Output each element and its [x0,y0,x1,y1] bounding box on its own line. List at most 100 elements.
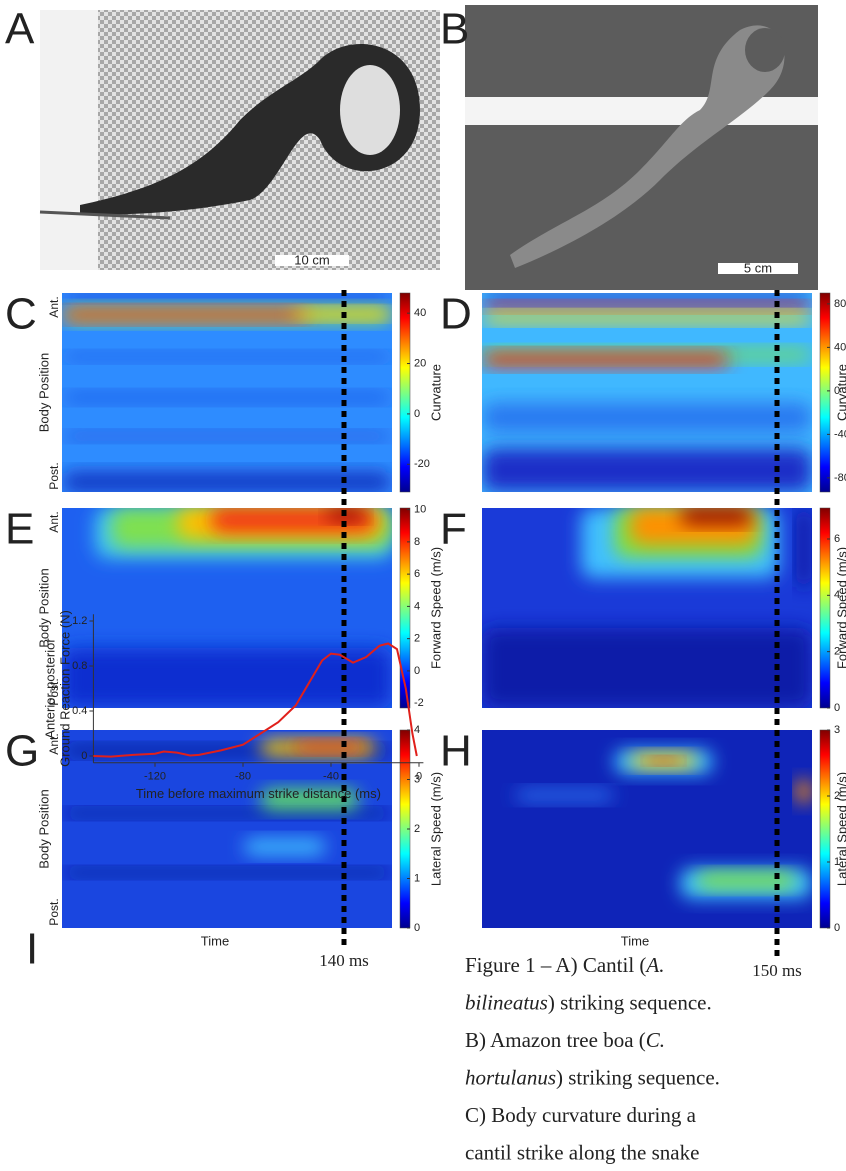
colorbar-tick-label: 3 [414,773,420,785]
colorbar-tick-label: 1 [414,872,420,884]
caption-run: hortulanus [465,1065,556,1089]
colorbar-tick-label: 2 [414,633,420,645]
heatmap-region [62,809,392,818]
colorbar-tick-label: 4 [414,600,420,612]
colorbar-label: Lateral Speed (m/s) [428,772,443,886]
data-line [93,642,418,758]
caption-run: C) Body curvature during a [465,1103,697,1127]
caption-line: Figure 1 – A) Cantil (A. [465,953,664,977]
y-bottom-label: Post. [47,898,61,925]
y-axis-label: Body Position [36,353,51,433]
caption-run: C. [646,1028,665,1052]
x-tick-label: -40 [323,771,339,783]
colorbar [819,292,831,493]
heatmap-region [62,648,392,708]
caption-line: C) Body curvature during a [465,1103,697,1127]
colorbar-tick-label: -2 [414,697,424,709]
x-axis-label: Time before maximum strike distance (ms) [136,786,381,801]
scale-bar-label: 10 cm [294,252,329,267]
caption-run: ) striking sequence. [556,1065,720,1089]
heatmap-region [482,628,812,708]
colorbar-tick-label: 0 [414,665,420,677]
caption-run: cantil strike along the snake [465,1140,699,1164]
x-tick-label: 0 [416,771,422,783]
y-axis-label: Body Position [36,789,51,869]
y-axis-label: Anterior-posterior [42,638,57,739]
x-axis-label: Time [201,933,229,948]
heatmap [482,293,812,492]
panel-letter: B [440,5,469,54]
scale-bar [718,263,798,274]
caption-run: A. [644,953,664,977]
colorbar-tick-label: 4 [414,724,420,736]
colorbar-tick-label: 2 [834,646,840,658]
heatmap-region [62,868,392,877]
colorbar-tick-label: 40 [834,341,846,353]
y-axis-label: Ground Reaction Force (N) [57,610,72,767]
caption-run: bilineatus [465,990,548,1014]
colorbar-tick-label: 0 [414,408,420,420]
colorbar-label: Forward Speed (m/s) [428,547,443,669]
colorbar-tick-label: 6 [414,568,420,580]
caption-run: Figure 1 – A) Cantil ( [465,953,646,977]
colorbar-label: Forward Speed (m/s) [834,547,846,669]
heatmap-region [243,838,326,855]
heatmap-region [696,872,796,889]
colorbar-tick-label: 80 [834,298,846,310]
heatmap-region [62,392,392,403]
colorbar-tick-label: -20 [414,458,430,470]
heatmap [482,508,812,708]
heatmap-region [482,293,812,303]
y-tick-label: 1.2 [72,615,87,627]
colorbar [819,507,831,709]
heatmap-region [293,741,366,752]
colorbar [399,292,411,493]
heatmap-region [62,472,392,492]
colorbar [819,729,831,929]
heatmap-region [680,508,753,524]
y-tick-label: 0.8 [72,660,87,672]
heatmap-region [62,308,310,321]
colorbar-tick-label: 2 [414,823,420,835]
caption-run: ) striking sequence. [548,990,712,1014]
heatmap-region [62,293,392,301]
heatmap-region [482,302,812,311]
colorbar [399,507,411,709]
panel-letter: D [440,290,472,339]
heatmap [482,730,812,928]
colorbar-tick-label: 0 [834,922,840,934]
colorbar-tick-label: 8 [414,536,420,548]
colorbar-tick-label: 2 [834,790,840,802]
y-top-label: Ant. [47,296,61,317]
caption-line: cantil strike along the snake [465,1140,699,1164]
caption-run: B) Amazon tree boa ( [465,1028,646,1052]
x-tick-label: -80 [235,771,251,783]
colorbar-tick-label: 10 [414,504,426,516]
y-tick-label: 0 [81,750,87,762]
heatmap-region [482,312,812,323]
scale-bar-label: 5 cm [744,260,772,275]
panel-letter: I [26,925,38,974]
heatmap-region [482,402,812,433]
heatmap-region [647,757,680,764]
heatmap-region [515,789,614,802]
panel-letter: H [440,727,472,776]
time-marker-label: 140 ms [319,951,369,970]
colorbar-tick-label: 20 [414,357,426,369]
colorbar-tick-label: 1 [834,856,840,868]
y-bottom-label: Post. [47,678,61,705]
colorbar-label: Curvature [428,364,443,421]
x-axis-label: Time [621,933,649,948]
heatmap [62,508,392,708]
photo-b [465,5,818,290]
colorbar-tick-label: 40 [414,307,426,319]
y-bottom-label: Post. [47,462,61,489]
colorbar-label: Lateral Speed (m/s) [834,772,846,886]
colorbar-tick-label: 0 [414,922,420,934]
colorbar-tick-label: -40 [834,428,846,440]
colorbar-label: Curvature [834,364,846,421]
colorbar-tick-label: 4 [834,589,840,601]
heatmap-region [795,508,812,588]
